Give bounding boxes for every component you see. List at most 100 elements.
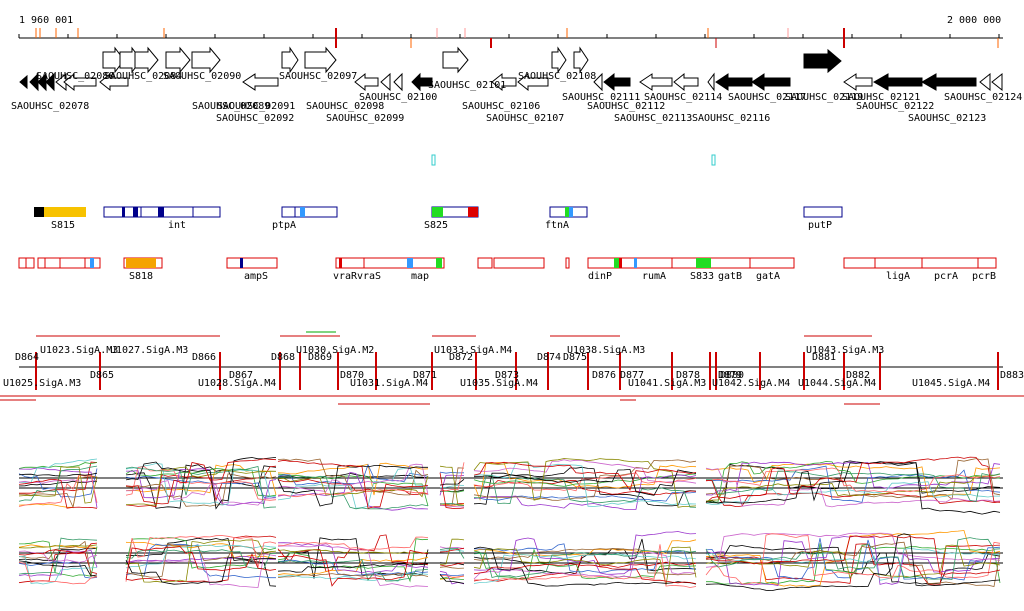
transcript-label: U1038.SigA.M3 — [567, 345, 645, 356]
gene-arrow[interactable] — [551, 46, 567, 74]
gene-arrow[interactable] — [991, 72, 1003, 92]
transcript-label: U1041.SigA.M3 — [628, 378, 706, 389]
expression-profile — [18, 561, 98, 585]
gene-arrow[interactable] — [304, 46, 337, 74]
gene-label: SAOUHSC_02100 — [359, 92, 437, 103]
expression-profile — [125, 544, 277, 569]
gene-arrow[interactable] — [393, 72, 403, 92]
gene-arrow[interactable] — [573, 46, 589, 74]
gene-arrow[interactable] — [751, 73, 791, 91]
expression-profile — [473, 461, 697, 491]
expression-profile — [277, 463, 429, 486]
expression-profile — [278, 572, 429, 582]
axis-end-label: 2 000 000 — [947, 15, 1001, 26]
expression-profile — [125, 480, 277, 506]
feature-label: S818 — [129, 271, 153, 282]
gene-arrow[interactable] — [45, 72, 55, 92]
expression-profile — [277, 563, 429, 573]
feature-label: S825 — [424, 220, 448, 231]
gene-arrow[interactable] — [603, 72, 631, 92]
expression-profile — [277, 542, 429, 574]
expression-profile — [18, 542, 98, 556]
expression-profile — [473, 472, 697, 492]
gene-arrow[interactable] — [803, 48, 842, 74]
expression-profile — [439, 471, 465, 474]
gene-arrow[interactable] — [354, 72, 379, 92]
feature-label: gatB — [718, 271, 742, 282]
gene-label: SAOUHSC_02098 — [306, 101, 384, 112]
gene-arrow[interactable] — [411, 72, 433, 92]
gene-label: SAOUHSC_02111 — [562, 92, 640, 103]
gene-arrow[interactable] — [134, 46, 159, 74]
gene-arrow[interactable] — [673, 72, 699, 92]
feature-track-b-labels: S818 ampS vraR vraS map dinP rumA S833 g… — [129, 271, 996, 282]
transcript-label: D877 — [620, 370, 644, 381]
expression-profile — [277, 536, 429, 551]
feature-label: ftnA — [545, 220, 569, 231]
expression-profile — [439, 462, 465, 492]
gene-arrow[interactable] — [491, 72, 517, 92]
expression-profile — [18, 537, 98, 575]
gene-arrow[interactable] — [843, 73, 873, 91]
expression-profile — [125, 458, 277, 505]
gene-arrow[interactable] — [165, 46, 191, 74]
expression-profile — [439, 575, 465, 578]
transcript-label: U1045.SigA.M4 — [912, 378, 990, 389]
gene-label: SAOUHSC_02108 — [518, 71, 596, 82]
expression-profile — [277, 466, 429, 509]
expression-profile — [705, 473, 1001, 502]
expression-profile — [439, 562, 465, 566]
expression-profile — [705, 467, 1001, 493]
expression-profile — [277, 559, 429, 582]
transcript-label: D883 — [1000, 370, 1024, 381]
coordinate-axis: 1 960 001 2 000 000 — [18, 15, 1003, 48]
expression-profile — [473, 474, 697, 508]
gene-arrow[interactable] — [707, 72, 715, 92]
gene-label: SAOUHSC_02080 — [36, 71, 114, 82]
expression-profile — [277, 475, 429, 498]
expression-profile — [18, 560, 98, 577]
expression-profile — [473, 474, 697, 510]
expression-profile — [439, 548, 465, 559]
gene-arrow[interactable] — [639, 73, 673, 91]
gene-arrow[interactable] — [872, 73, 923, 91]
expression-profile — [277, 458, 429, 496]
expression-profile — [439, 472, 465, 510]
gene-arrow[interactable] — [715, 73, 753, 91]
gene-arrow[interactable] — [281, 46, 299, 74]
gene-arrow[interactable] — [242, 73, 279, 91]
feature-label: pcrB — [972, 271, 996, 282]
gene-arrow[interactable] — [442, 46, 469, 74]
feature-label: putP — [808, 220, 832, 231]
expression-profile — [125, 537, 277, 569]
gene-arrow[interactable] — [191, 46, 221, 74]
tiling-markers — [431, 154, 716, 166]
gene-arrow[interactable] — [380, 72, 391, 92]
expression-profile — [277, 462, 429, 496]
expression-profile — [705, 461, 1001, 515]
expression-profile — [277, 549, 429, 554]
gene-arrow[interactable] — [593, 72, 603, 92]
gene-arrow[interactable] — [979, 72, 991, 92]
expression-profile — [705, 470, 1001, 503]
gene-arrow[interactable] — [19, 74, 28, 90]
expression-profile — [18, 467, 98, 508]
expression-profile — [705, 535, 1001, 586]
expression-profile — [125, 466, 277, 509]
gene-arrow[interactable] — [63, 72, 97, 92]
transcript-label: D881 — [812, 352, 836, 363]
gene-arrow[interactable] — [517, 72, 549, 92]
gene-arrow[interactable] — [920, 73, 977, 91]
gene-label: SAOUHSC_02122 — [856, 101, 934, 112]
expression-profile — [18, 462, 98, 469]
expression-profile — [125, 543, 277, 578]
transcript-label: D867 — [229, 370, 253, 381]
gene-arrow[interactable] — [99, 72, 129, 92]
transcript-label: D880 — [720, 370, 744, 381]
gene-label: SAOUHSC_02124 — [944, 92, 1022, 103]
feature-label: vraR — [333, 271, 358, 282]
transcript-label: D876 — [592, 370, 616, 381]
expression-profile — [125, 468, 277, 506]
expression-profile — [277, 471, 429, 511]
